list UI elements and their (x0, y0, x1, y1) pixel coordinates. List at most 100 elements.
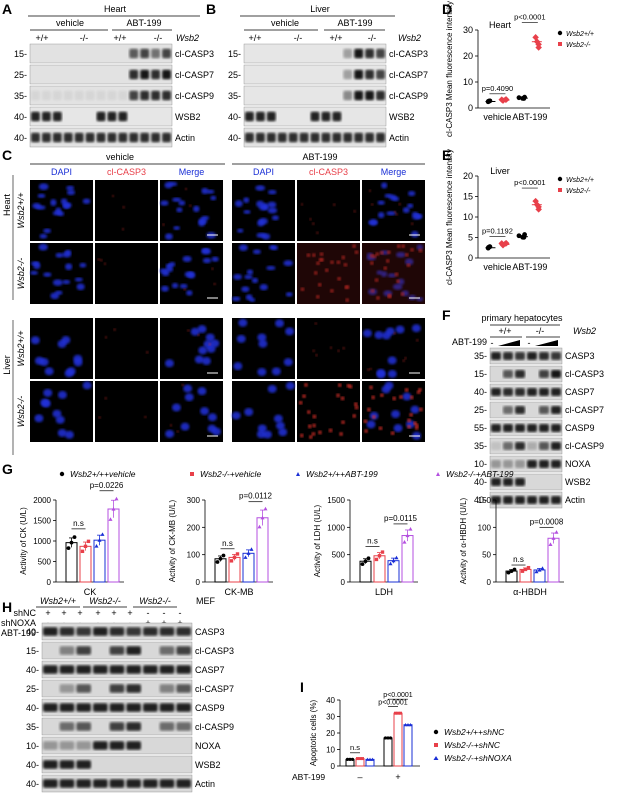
blot-band (159, 646, 175, 655)
micrograph-tile (30, 381, 93, 442)
blot-band (43, 741, 58, 750)
data-point (235, 552, 240, 556)
y-tick-label: 200 (187, 523, 201, 532)
micrograph-genotype: Wsb2+/+ (16, 192, 26, 228)
chart-e: Liver 0 5 10 15 20 cl-CASP3 Mean fluorescence … (445, 149, 594, 285)
blot-band (503, 460, 513, 468)
data-point (94, 544, 99, 548)
legend-label: Wsb2+/+ (566, 31, 594, 38)
data-point (249, 547, 254, 551)
blot-band (527, 424, 537, 432)
micrograph-header: Merge (381, 167, 407, 177)
blot-band (93, 741, 108, 750)
blot-band (321, 111, 331, 122)
x-category-label: ABT-199 (512, 262, 547, 272)
data-point (66, 546, 71, 551)
blot-band (332, 111, 342, 122)
blot-a-geno-3: +/+ (113, 33, 126, 43)
blot-band (376, 69, 385, 80)
blot-mw-label: 40- (26, 779, 39, 789)
data-point (526, 565, 531, 570)
data-point (540, 566, 545, 570)
blot-band (503, 442, 513, 450)
blot-h-cond: shNC (13, 608, 36, 618)
blot-band (527, 388, 537, 396)
micrograph-tile (231, 381, 295, 442)
legend-label: Wsb2-/- (566, 188, 591, 195)
panel-c-tissue-liver: Liver (2, 355, 12, 375)
blot-mw-label: 40- (26, 703, 39, 713)
dose-wedge-f2 (535, 340, 558, 346)
blot-band (126, 665, 141, 674)
blot-band (151, 69, 161, 80)
blot-band (129, 69, 139, 80)
panel-letter-i: I (300, 679, 304, 695)
micrograph-tile (231, 243, 295, 304)
blot-band (162, 90, 171, 101)
blot-row-label: cl-CASP9 (389, 91, 428, 101)
data-point (358, 757, 362, 761)
blot-mw-label: 10- (474, 459, 487, 469)
legend-marker (433, 756, 439, 760)
blot-band (176, 646, 191, 655)
blot-row-label: cl-CASP9 (175, 91, 214, 101)
blot-band (143, 627, 158, 636)
blot-strip (243, 64, 387, 85)
blot-mw-label: 40- (228, 112, 241, 122)
blot-mw-label: 40- (474, 387, 487, 397)
chart-title: Heart (489, 20, 512, 30)
blot-mw-label: 40- (228, 133, 241, 143)
blot-row-label: Actin (389, 133, 409, 143)
blot-row-label: cl-CASP7 (175, 70, 214, 80)
legend-label: Wsb2+/+ (566, 177, 594, 184)
blot-band (151, 132, 161, 143)
blot-band (107, 111, 117, 122)
blot-band (539, 496, 549, 504)
data-point (370, 757, 375, 761)
data-point (215, 560, 220, 564)
y-tick-label: 150 (478, 496, 492, 505)
bar-chart: 0 500 1000 1500 2000 Activity of CK (U/L) CK n.… (19, 481, 124, 597)
blot-h-sign: + (127, 608, 132, 618)
blot-mw-label: 25- (228, 70, 241, 80)
blot-band (76, 684, 91, 693)
blot-band (76, 703, 91, 712)
y-tick-label: 1500 (33, 517, 51, 526)
legend-marker-wt (557, 30, 563, 36)
data-point (386, 736, 390, 740)
p-value-label: p=0.1192 (482, 227, 513, 236)
x-row-label: – (357, 772, 362, 782)
bar (383, 737, 393, 767)
micrograph-header: cl-CASP3 (309, 167, 348, 177)
blot-h-sign: + (45, 608, 50, 618)
blot-h-sign: - (147, 608, 150, 618)
y-axis-label: Activity of α-HBDH (U/L) (459, 497, 468, 584)
blot-band (140, 48, 150, 59)
blot-band (43, 779, 58, 788)
data-point (263, 506, 268, 511)
micrograph-tile (362, 243, 425, 304)
data-point (408, 722, 413, 727)
data-point (221, 553, 226, 558)
panel-g: Wsb2+/++vehicle Wsb2-/-+vehicle Wsb2+/++AB… (19, 469, 564, 597)
legend-marker-wt (557, 176, 563, 182)
blot-band (74, 132, 84, 143)
blot-h-genotype: Wsb2-/- (89, 596, 121, 606)
data-point (243, 555, 248, 559)
blot-h-cell: MEF (196, 596, 216, 606)
blot-band (126, 703, 141, 712)
blot-band (503, 478, 513, 486)
blot-h-sign: + (77, 608, 82, 618)
micrograph-tile (297, 243, 360, 304)
blot-band (107, 132, 117, 143)
blot-h-sign: - (179, 608, 182, 618)
y-tick-label: 20 (463, 171, 473, 181)
blot-band (109, 722, 125, 731)
legend-label: Wsb2-/-+vehicle (200, 469, 261, 479)
panel-letter-c: C (2, 147, 12, 163)
data-point (388, 561, 393, 566)
legend-label: Wsb2-/- (566, 42, 591, 49)
blot-row-label: CASP9 (565, 423, 595, 433)
blot-band (143, 703, 158, 712)
blot-row-label: CASP3 (195, 627, 225, 637)
